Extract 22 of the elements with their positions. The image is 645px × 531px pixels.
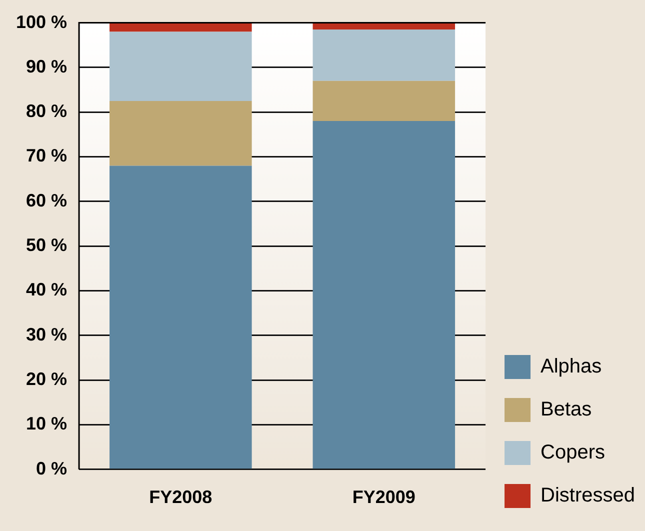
legend-label: Distressed (540, 484, 636, 507)
legend-label: Copers (540, 442, 606, 464)
x-tick-label: FY2008 (149, 487, 212, 508)
y-tick-label: 100 % (16, 12, 68, 32)
y-tick-label: 0 % (36, 458, 68, 478)
bar (110, 32, 252, 101)
y-tick-label: 10 % (26, 414, 68, 434)
y-tick-label: 70 % (26, 146, 68, 166)
bar (110, 22, 252, 32)
legend-label: Betas (540, 398, 592, 421)
y-tick-label: 80 % (26, 101, 68, 122)
y-tick-label: 50 % (26, 235, 68, 256)
y-tick-label: 40 % (26, 280, 68, 300)
y-tick-label: 30 % (26, 324, 68, 344)
bar (312, 30, 456, 81)
bar (312, 80, 456, 122)
x-tick-label: FY2009 (352, 487, 416, 508)
y-tick-label: 20 % (26, 369, 68, 390)
legend-label: Alphas (540, 356, 602, 378)
bar (110, 100, 252, 166)
y-tick-label: 90 % (26, 56, 68, 76)
y-tick-label: 60 % (26, 190, 68, 210)
